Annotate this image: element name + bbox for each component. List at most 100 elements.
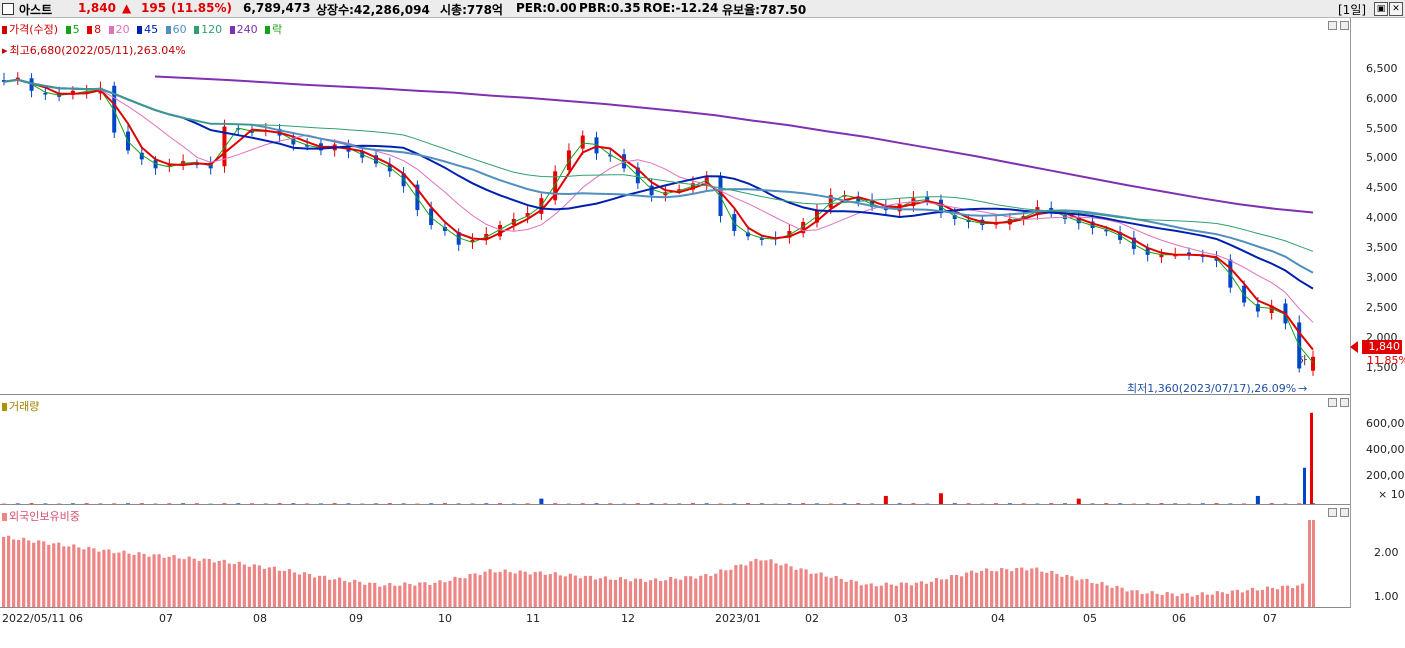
candle-body bbox=[746, 232, 751, 237]
foreign-ratio-bar bbox=[97, 551, 101, 607]
date-label: 04 bbox=[991, 612, 1005, 625]
volume-bar bbox=[1145, 503, 1150, 504]
foreign-ratio-bar bbox=[1140, 594, 1144, 607]
volume-bar bbox=[84, 503, 89, 504]
foreign-ratio-bar bbox=[1080, 579, 1084, 607]
select-checkbox[interactable] bbox=[2, 3, 14, 15]
foreign-ratio-bar bbox=[754, 558, 758, 607]
foreign-ratio-bar bbox=[654, 578, 658, 607]
foreign-ratio-bar bbox=[428, 584, 432, 607]
foreign-ratio-bar bbox=[744, 565, 748, 607]
current-price-tag: 1,840 bbox=[1362, 340, 1402, 354]
foreign-ratio-bar bbox=[1285, 585, 1290, 607]
foreign-ratio-bar bbox=[483, 571, 487, 607]
foreign-ratio-bar bbox=[1040, 571, 1044, 607]
foreign-ratio-bar bbox=[217, 560, 221, 607]
current-pct-tag: 11.85% bbox=[1367, 354, 1405, 367]
foreign-ratio-bar bbox=[759, 560, 763, 607]
up-arrow-icon: ▲ bbox=[122, 1, 132, 15]
foreign-ratio-bar bbox=[282, 570, 287, 607]
foreign-ratio-bar bbox=[814, 573, 818, 607]
volume-bar bbox=[911, 503, 916, 504]
legend-lock[interactable]: 락 bbox=[265, 23, 284, 36]
volume-bar bbox=[126, 503, 131, 504]
foreign-ratio-bar bbox=[1055, 573, 1059, 607]
foreign-ratio-bar bbox=[1035, 567, 1039, 607]
volume-chart[interactable] bbox=[0, 410, 1350, 504]
foreign-ratio-bar bbox=[1025, 570, 1029, 607]
volume-bar bbox=[181, 503, 186, 504]
price-chart[interactable] bbox=[0, 55, 1350, 395]
candle-body bbox=[649, 185, 654, 196]
reserve-ratio: 유보율:787.50 bbox=[722, 3, 807, 17]
foreign-ratio-bar bbox=[643, 581, 648, 607]
listed-shares: 상장수:42,286,094 bbox=[316, 3, 430, 17]
foreign-ratio-bar bbox=[1060, 576, 1064, 607]
volume-bar bbox=[1269, 503, 1274, 504]
period-selector[interactable]: [1일] bbox=[1338, 3, 1367, 17]
legend-ma120[interactable]: 120 bbox=[194, 23, 224, 36]
price-tick: 5,500 bbox=[1366, 122, 1398, 135]
foreign-ratio-bar bbox=[52, 543, 56, 607]
foreign-ratio-bar bbox=[413, 585, 417, 607]
volume-bar bbox=[70, 503, 75, 504]
pane-close-icon[interactable] bbox=[1340, 508, 1349, 517]
stock-name[interactable]: 아스트 bbox=[19, 3, 53, 17]
foreign-ratio-bar bbox=[904, 582, 908, 607]
foreign-ratio-bar bbox=[1130, 590, 1134, 607]
foreign-ratio-bar bbox=[679, 579, 683, 607]
foreign-ratio-bar bbox=[333, 579, 337, 607]
legend-price[interactable]: 가격(수정) bbox=[2, 23, 60, 36]
low-price-label: 최저1,360(2023/07/17),26.09% → bbox=[1127, 382, 1308, 395]
price-tick: 5,000 bbox=[1366, 151, 1398, 164]
date-label: 2023/01 bbox=[715, 612, 761, 625]
pane-minimize-icon[interactable] bbox=[1328, 21, 1337, 30]
volume-bar bbox=[608, 503, 613, 504]
foreign-ratio-bar bbox=[1075, 580, 1079, 607]
pane-close-icon[interactable] bbox=[1340, 21, 1349, 30]
legend-ma8[interactable]: 8 bbox=[87, 23, 103, 36]
foreign-ratio-bar bbox=[383, 585, 387, 607]
foreign-ratio-bar bbox=[1165, 592, 1169, 607]
foreign-ratio-bar bbox=[1240, 592, 1245, 607]
volume-bar bbox=[580, 503, 585, 504]
volume-bar bbox=[194, 503, 199, 504]
foreign-ratio-bar bbox=[1110, 587, 1114, 607]
foreign-ratio-bar bbox=[182, 559, 186, 607]
ma240-line bbox=[154, 75, 1314, 214]
pane-minimize-icon[interactable] bbox=[1328, 508, 1337, 517]
legend-ma60[interactable]: 60 bbox=[165, 23, 189, 36]
foreign-ratio-bar bbox=[1290, 588, 1295, 607]
price-tick: 3,000 bbox=[1366, 271, 1398, 284]
foreign-ratio-bar bbox=[844, 581, 848, 607]
foreign-ratio-bar bbox=[689, 576, 693, 607]
foreign-ownership-chart[interactable] bbox=[0, 520, 1350, 607]
restore-button[interactable]: ▣ bbox=[1374, 2, 1388, 16]
foreign-ratio-bar bbox=[734, 565, 738, 607]
candle-body bbox=[442, 226, 447, 231]
legend-ma240[interactable]: 240 bbox=[229, 23, 260, 36]
pane-close-icon[interactable] bbox=[1340, 398, 1349, 407]
foreign-ratio-bar bbox=[127, 553, 131, 607]
candle-body bbox=[498, 225, 503, 237]
legend-ma45[interactable]: 45 bbox=[137, 23, 160, 36]
legend-ma5[interactable]: 5 bbox=[65, 23, 82, 36]
roe-value: ROE:-12.24 bbox=[643, 1, 719, 15]
foreign-ratio-bar bbox=[312, 577, 317, 607]
foreign-ratio-bar bbox=[1190, 596, 1194, 607]
legend-ma20[interactable]: 20 bbox=[108, 23, 132, 36]
volume-bar bbox=[1159, 503, 1164, 504]
pane-minimize-icon[interactable] bbox=[1328, 398, 1337, 407]
volume-bar bbox=[139, 503, 144, 504]
foreign-ratio-bar bbox=[307, 573, 312, 607]
date-label: 12 bbox=[621, 612, 635, 625]
volume-bar bbox=[801, 503, 806, 504]
candle-body bbox=[828, 195, 833, 208]
volume-bar bbox=[690, 503, 695, 504]
foreign-ratio-bar bbox=[212, 562, 216, 607]
volume-bar bbox=[938, 493, 943, 504]
foreign-ratio-bar bbox=[1260, 589, 1265, 607]
candle-body bbox=[1159, 254, 1164, 258]
close-button[interactable]: ✕ bbox=[1389, 2, 1403, 16]
foreign-ratio-bar bbox=[297, 574, 302, 607]
